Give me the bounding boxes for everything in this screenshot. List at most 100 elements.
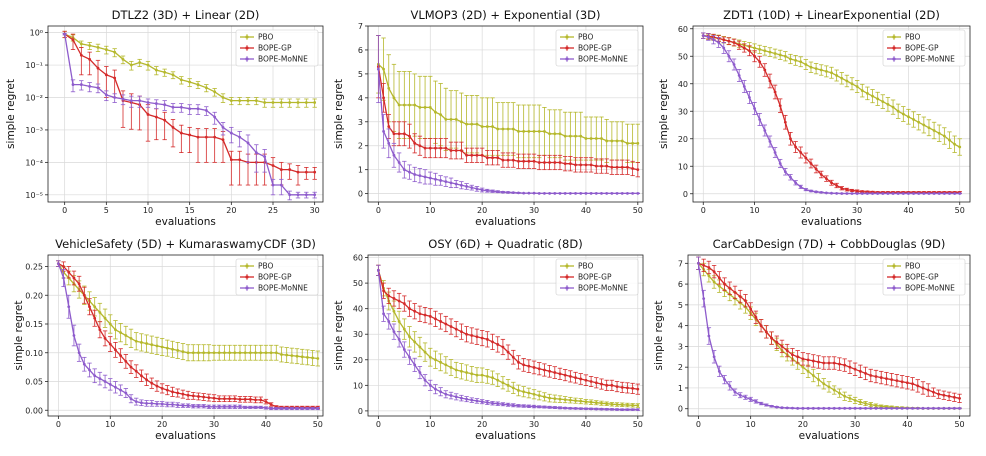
- data-point: [269, 407, 273, 410]
- legend-swatch-marker: [892, 57, 896, 61]
- data-point: [553, 397, 557, 401]
- data-point: [827, 385, 831, 389]
- data-point: [197, 351, 200, 355]
- data-point: [271, 183, 275, 187]
- data-point: [763, 68, 767, 72]
- data-point: [615, 385, 619, 389]
- data-point: [439, 146, 443, 150]
- data-point: [737, 74, 741, 77]
- data-point: [631, 403, 635, 407]
- chart-title: OSY (6D) + Quadratic (8D): [428, 237, 582, 251]
- data-point: [165, 403, 169, 406]
- data-point: [376, 67, 380, 71]
- data-point: [459, 183, 463, 187]
- x-axis-label: evaluations: [475, 216, 536, 228]
- data-point: [824, 177, 828, 181]
- x-tick-label: 50: [955, 206, 965, 215]
- y-tick-label: 6: [678, 280, 683, 289]
- data-point: [108, 382, 112, 386]
- legend-label: PBO: [258, 33, 274, 42]
- data-point: [783, 54, 787, 58]
- data-point: [548, 161, 552, 164]
- data-point: [794, 58, 797, 62]
- data-point: [376, 268, 380, 272]
- data-point: [254, 99, 258, 103]
- data-point: [707, 274, 711, 278]
- data-point: [858, 406, 862, 410]
- data-point: [223, 351, 226, 355]
- data-point: [470, 153, 474, 157]
- data-point: [636, 168, 640, 172]
- data-point: [732, 41, 736, 44]
- data-point: [212, 351, 216, 355]
- chart-panel: 0 10 20 30 40 50 0 10 20 30 40 50 60 ZDT1 (10D) + Lin…: [658, 8, 971, 228]
- data-point: [527, 191, 531, 195]
- y-tick-label: 0.20: [25, 291, 43, 300]
- data-point: [864, 372, 867, 375]
- legend-box: [555, 258, 639, 296]
- data-point: [171, 73, 175, 77]
- data-point: [402, 348, 406, 351]
- legend-swatch-marker: [892, 35, 896, 39]
- x-tick-label: 0: [696, 420, 701, 429]
- data-point: [840, 186, 844, 190]
- legend-swatch-marker: [892, 286, 896, 290]
- data-point: [773, 90, 777, 94]
- data-point: [418, 371, 422, 374]
- data-point: [702, 297, 706, 301]
- x-axis-label: evaluations: [801, 216, 862, 228]
- data-point: [764, 403, 768, 407]
- data-point: [233, 351, 237, 355]
- data-point: [537, 191, 541, 195]
- data-point: [171, 403, 174, 406]
- data-point: [947, 406, 951, 410]
- x-tick-label: 40: [902, 420, 912, 429]
- legend: PBO BOPE-GP BOPE-MoNNE: [235, 29, 319, 67]
- data-point: [204, 86, 208, 90]
- data-point: [288, 193, 292, 197]
- data-point: [532, 191, 536, 195]
- data-point: [860, 192, 864, 195]
- data-point: [465, 185, 468, 188]
- data-point: [465, 397, 468, 401]
- legend: PBO BOPE-GP BOPE-MoNNE: [555, 29, 639, 67]
- data-point: [723, 282, 726, 286]
- legend-label: BOPE-GP: [578, 44, 612, 53]
- data-point: [480, 125, 484, 128]
- data-point: [926, 388, 930, 392]
- data-point: [188, 80, 192, 84]
- data-point: [491, 401, 494, 405]
- legend: PBO BOPE-GP BOPE-MoNNE: [882, 29, 966, 67]
- data-point: [942, 134, 946, 138]
- y-axis-label: simple regret: [658, 79, 670, 149]
- data-point: [522, 404, 526, 408]
- data-point: [626, 165, 629, 169]
- data-point: [799, 185, 803, 189]
- data-point: [548, 405, 552, 409]
- y-tick-label: 6: [358, 46, 363, 55]
- data-point: [610, 402, 614, 406]
- data-point: [171, 105, 175, 109]
- data-point: [423, 146, 427, 150]
- data-point: [728, 286, 732, 290]
- data-point: [584, 400, 588, 404]
- data-point: [280, 353, 283, 356]
- data-point: [129, 63, 133, 67]
- data-point: [129, 365, 133, 369]
- data-point: [824, 191, 828, 195]
- series-pbo: [376, 35, 641, 163]
- data-point: [850, 192, 854, 195]
- data-point: [879, 406, 883, 410]
- y-tick-label: 10⁻²: [25, 93, 43, 102]
- data-point: [517, 191, 520, 195]
- data-point: [789, 175, 792, 179]
- data-point: [279, 101, 283, 104]
- data-point: [263, 155, 267, 159]
- data-point: [907, 192, 910, 195]
- y-tick-label: 10⁻³: [25, 126, 43, 135]
- data-point: [108, 342, 112, 346]
- data-point: [922, 123, 926, 127]
- data-point: [264, 406, 268, 410]
- data-point: [900, 406, 904, 410]
- data-point: [819, 68, 823, 72]
